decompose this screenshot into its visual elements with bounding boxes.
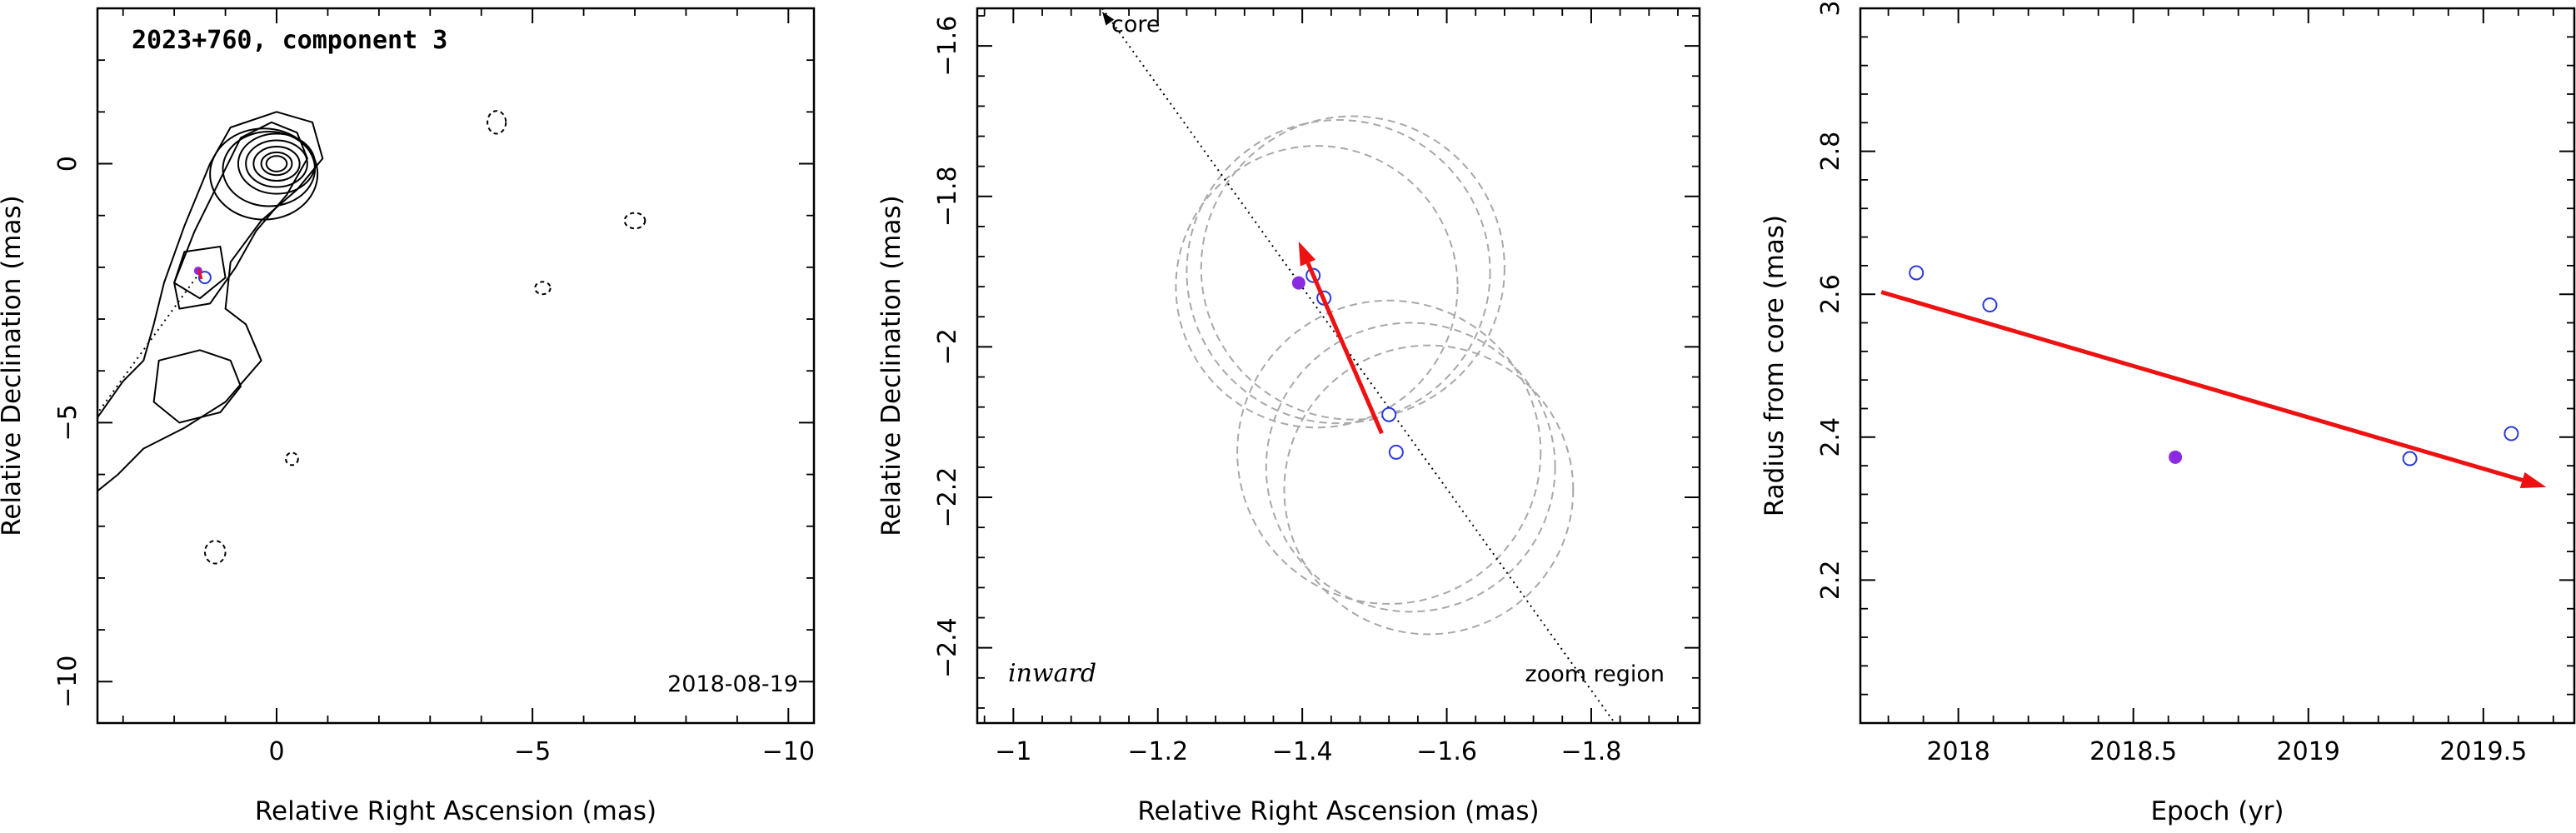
zoom-frame <box>976 7 1701 725</box>
zoom-ytick-label: −1.8 <box>933 166 962 227</box>
zoom-ytick-label: −2.2 <box>933 467 962 528</box>
zoom-core-label: core <box>1111 12 1160 37</box>
panel-radius: 2018 2018.5 2019 2019.5 2.2 2.4 2.6 2.8 3 Epoch (… <box>1760 0 2576 826</box>
map-negative-contour <box>487 110 507 135</box>
map-jet-contour <box>152 349 242 424</box>
map-core-contour <box>252 146 301 182</box>
map-core-contour <box>260 151 293 177</box>
map-component-point <box>197 271 212 285</box>
zoom-xtick-label: −1.2 <box>1127 737 1188 766</box>
zoom-arrow-shaft <box>1305 262 1384 435</box>
zoom-beam-circle <box>1186 119 1491 425</box>
radius-filled-point <box>2169 450 2183 464</box>
zoom-plot-area <box>1101 8 1616 723</box>
map-xtick-label: −10 <box>762 737 815 766</box>
map-core-line <box>97 272 201 415</box>
radius-trend-arrow <box>1880 290 2524 482</box>
zoom-beam-circle <box>1265 322 1556 613</box>
radius-arrow-head <box>2519 471 2547 489</box>
zoom-region-label: zoom region <box>1525 661 1665 687</box>
zoom-xlabel: Relative Right Ascension (mas) <box>1137 796 1539 826</box>
map-component-arrow <box>197 268 203 280</box>
zoom-filled-point <box>1291 276 1305 290</box>
radius-ylabel: Radius from core (mas) <box>1760 215 1790 516</box>
map-ylabel: Relative Declination (mas) <box>0 195 27 536</box>
map-negative-contour <box>285 451 299 466</box>
zoom-beam-circle <box>1175 145 1459 429</box>
zoom-open-point <box>1381 407 1397 422</box>
radius-open-point <box>2402 451 2418 466</box>
radius-ytick-label: 2.6 <box>1816 274 1845 314</box>
map-title: 2023+760, component 3 <box>132 26 447 55</box>
zoom-beam-circle <box>1236 299 1542 605</box>
zoom-xtick-label: −1.8 <box>1561 737 1622 766</box>
radius-frame <box>1859 7 2576 725</box>
zoom-arrow-head <box>1298 241 1316 267</box>
zoom-core-line <box>1101 8 1616 723</box>
map-core-contour <box>265 155 288 172</box>
zoom-core-arrowhead <box>1101 12 1115 26</box>
radius-ytick-label: 2.2 <box>1816 561 1845 601</box>
zoom-xtick-label: −1.6 <box>1416 737 1477 766</box>
radius-open-point <box>2504 426 2519 441</box>
zoom-open-point <box>1388 444 1404 460</box>
zoom-xtick-label: −1.4 <box>1272 737 1333 766</box>
radius-ytick-label: 3 <box>1816 0 1845 16</box>
map-jet-contour <box>97 111 324 492</box>
zoom-ylabel: Relative Declination (mas) <box>876 195 906 536</box>
map-date-label: 2018-08-19 <box>667 671 798 697</box>
panel-zoom: −1 −1.2 −1.4 −1.6 −1.8 −1.6 −1.8 −2 −2.2 −2.4 Rela… <box>876 7 1701 826</box>
radius-open-point <box>1982 297 1998 313</box>
zoom-beam-circle <box>1283 344 1575 636</box>
radius-xtick-label: 2018.5 <box>2089 737 2177 766</box>
map-negative-contour <box>203 540 227 565</box>
radius-xtick-label: 2018 <box>1926 737 1989 766</box>
zoom-inward-label: inward <box>1008 659 1096 688</box>
radius-xtick-label: 2019 <box>2277 737 2340 766</box>
radius-open-point <box>1909 265 1925 281</box>
map-ytick-label: −5 <box>53 404 82 441</box>
map-xtick-label: −5 <box>514 737 551 766</box>
radius-xtick-label: 2019.5 <box>2439 737 2527 766</box>
zoom-ytick-label: −2.4 <box>933 617 962 678</box>
radius-ytick-label: 2.4 <box>1816 417 1845 457</box>
map-plot-area <box>97 110 646 565</box>
map-ytick-label: 0 <box>53 156 82 172</box>
map-core-contour <box>209 127 319 221</box>
map-frame <box>96 7 816 725</box>
radius-ytick-label: 2.8 <box>1816 132 1845 172</box>
zoom-xtick-label: −1 <box>995 737 1031 766</box>
zoom-ytick-label: −2 <box>933 328 962 365</box>
map-negative-contour <box>623 212 646 230</box>
panel-map: 0 −5 −10 0 −5 −10 Relative Right Ascension (ma… <box>0 7 816 826</box>
map-xlabel: Relative Right Ascension (mas) <box>255 796 656 826</box>
radius-xlabel: Epoch (yr) <box>2150 796 2284 826</box>
map-ytick-label: −10 <box>53 656 82 708</box>
zoom-ytick-label: −1.6 <box>933 16 962 77</box>
zoom-beam-circle <box>1200 115 1505 421</box>
map-xtick-label: 0 <box>268 737 284 766</box>
map-negative-contour <box>534 281 552 296</box>
map-core-contour <box>245 139 308 188</box>
map-jet-contour <box>173 246 227 300</box>
